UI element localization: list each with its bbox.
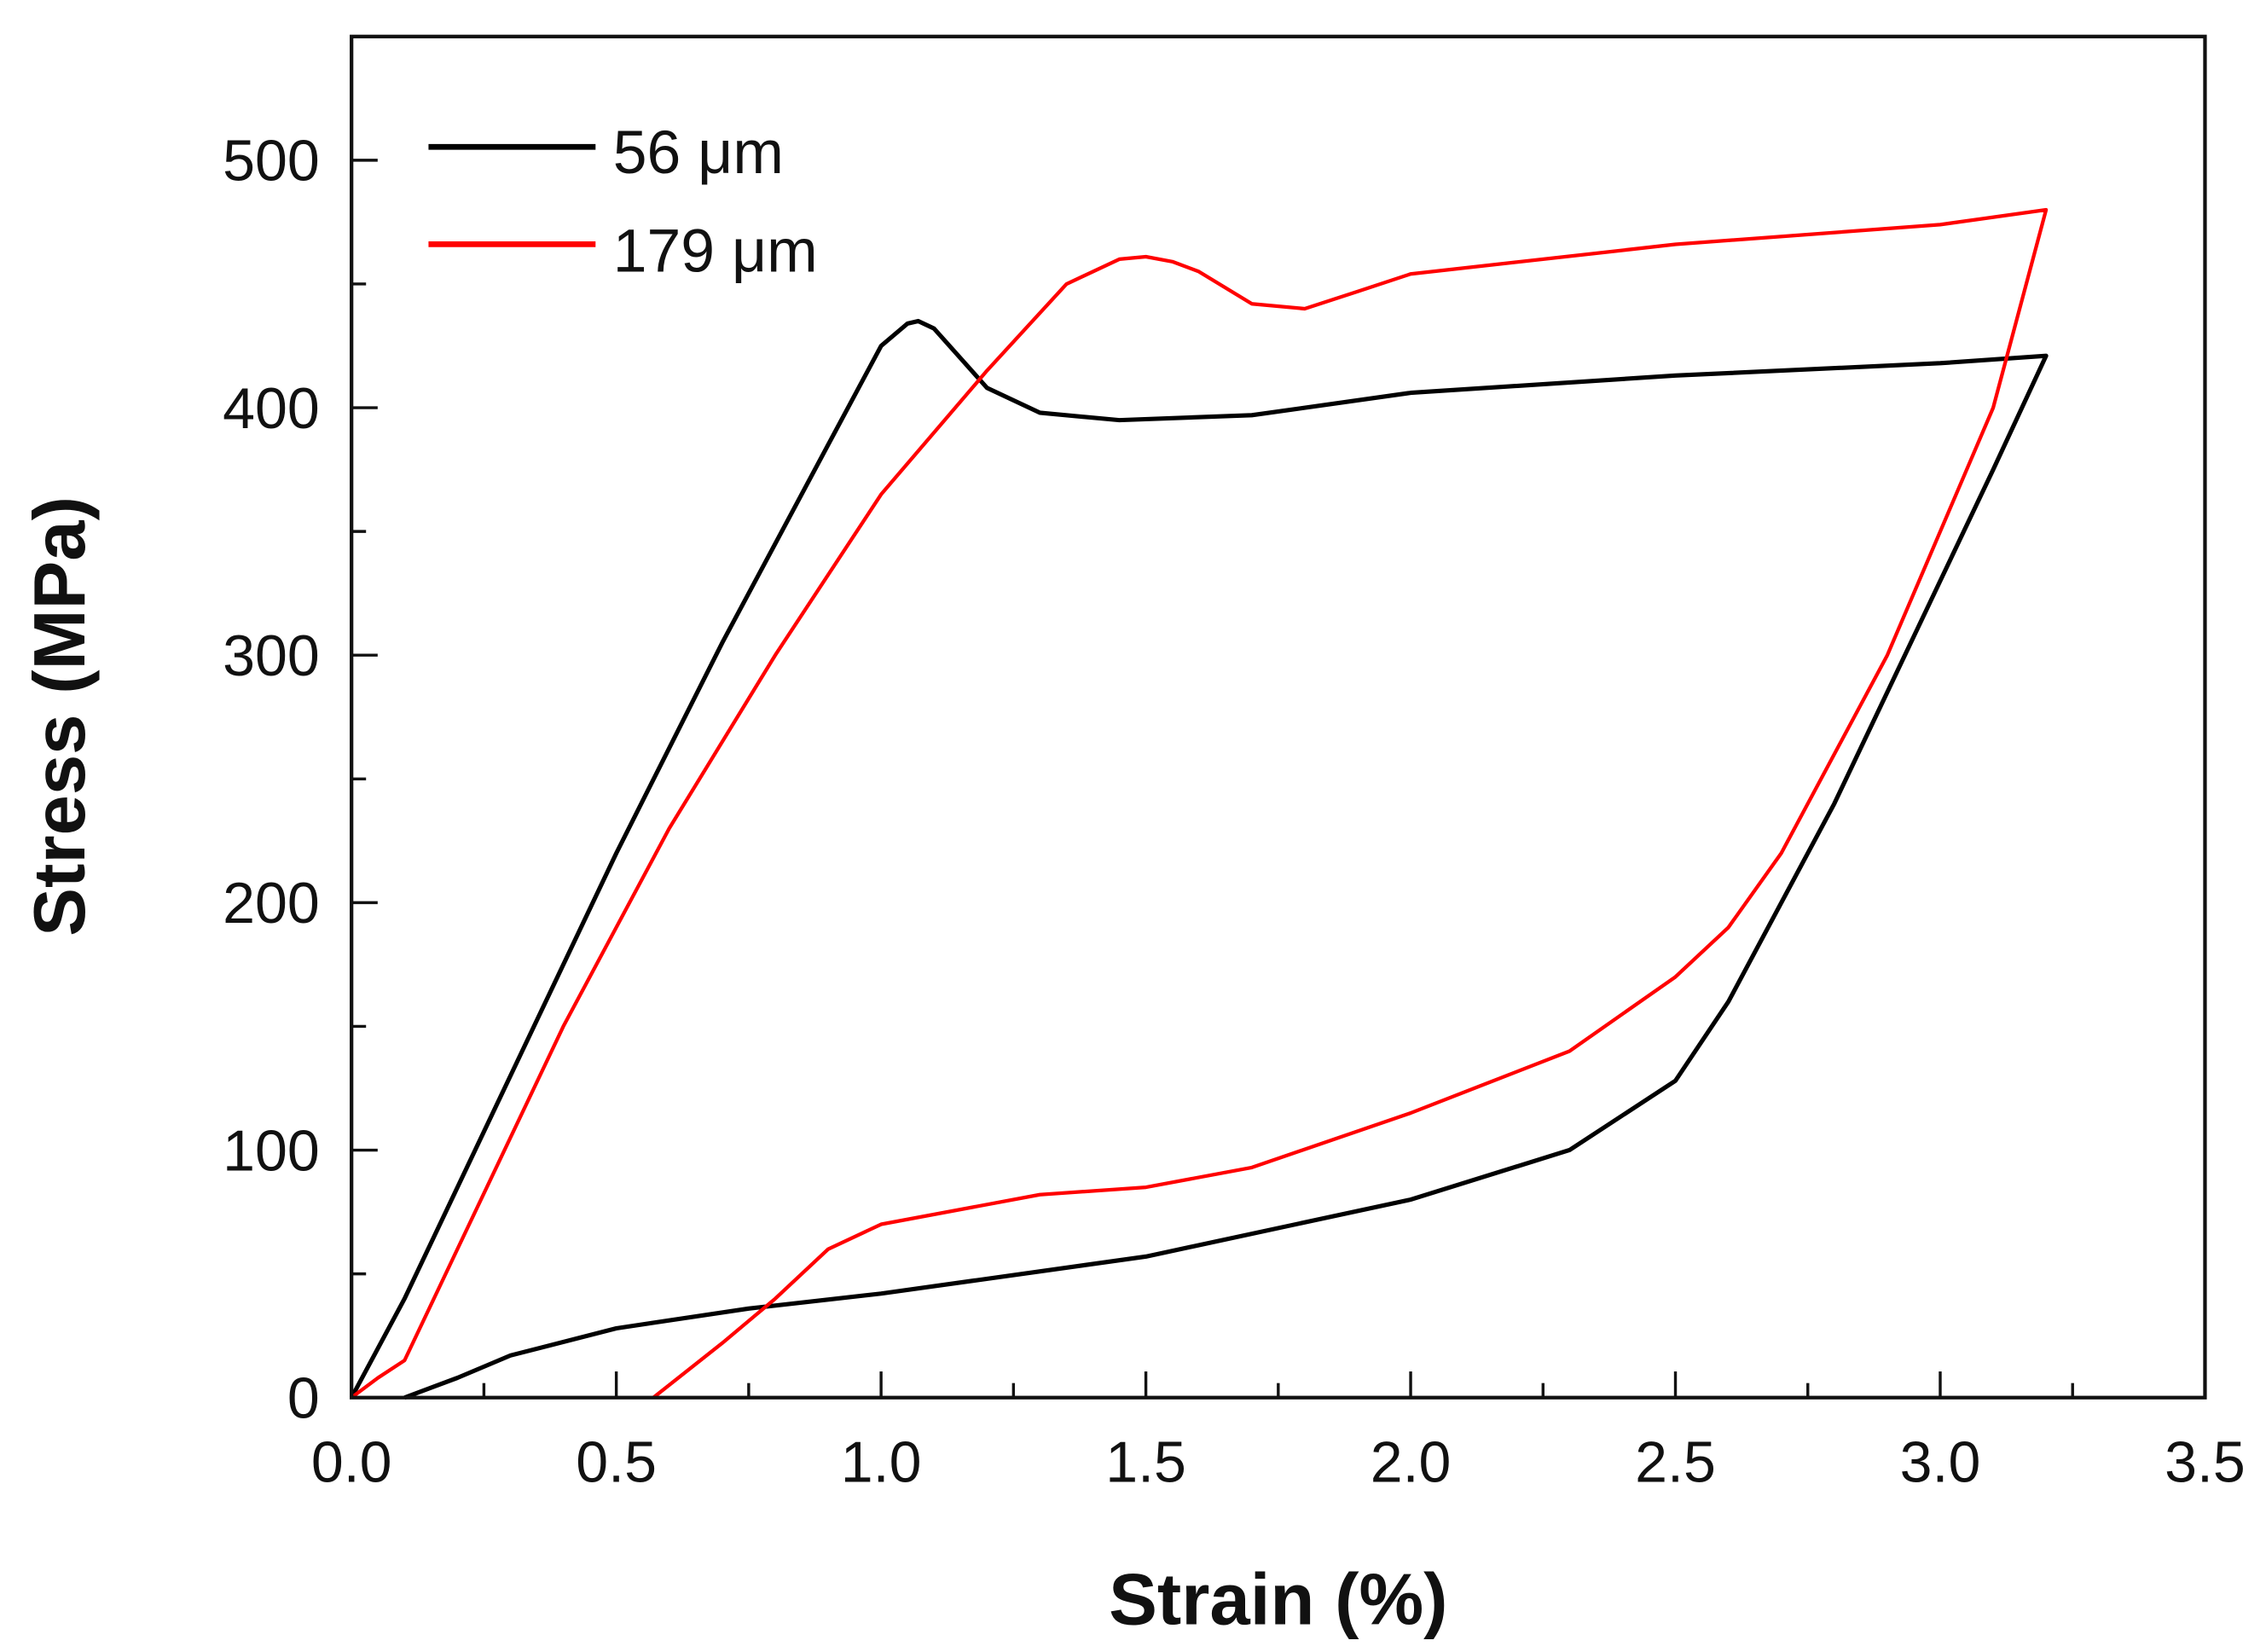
y-axis-title: Stress (MPa) xyxy=(20,496,101,936)
x-tick-label: 2.0 xyxy=(1371,1429,1452,1494)
series-line-56um xyxy=(349,318,2049,1400)
x-axis-title: Strain (%) xyxy=(1109,1559,1447,1640)
series-group xyxy=(349,207,2049,1400)
series-line-179um xyxy=(350,207,2049,1400)
legend: 56 μm 179 μm xyxy=(428,119,818,286)
y-tick-label: 100 xyxy=(223,1118,320,1183)
x-tick-label: 1.5 xyxy=(1105,1429,1186,1494)
y-tick-label: 0 xyxy=(287,1366,320,1431)
x-tick-label: 0.5 xyxy=(576,1429,657,1494)
y-tick-label: 500 xyxy=(223,129,320,194)
y-tick-label: 400 xyxy=(223,376,320,441)
y-tick-label: 200 xyxy=(223,871,320,936)
x-tick-labels: 0.0 0.5 1.0 1.5 2.0 2.5 3.0 3.5 xyxy=(311,1429,2246,1494)
x-tick-label: 2.5 xyxy=(1635,1429,1716,1494)
y-tick-label: 300 xyxy=(223,623,320,688)
legend-label-179um: 179 μm xyxy=(613,217,818,286)
axis-ticks xyxy=(350,35,2207,1400)
x-tick-label: 3.0 xyxy=(1900,1429,1981,1494)
y-tick-labels: 0 100 200 300 400 500 xyxy=(223,129,320,1431)
x-tick-label: 1.0 xyxy=(841,1429,922,1494)
x-tick-label: 3.5 xyxy=(2165,1429,2246,1494)
legend-label-56um: 56 μm xyxy=(613,119,784,187)
x-tick-label: 0.0 xyxy=(311,1429,392,1494)
plot-frame xyxy=(350,34,2207,1400)
